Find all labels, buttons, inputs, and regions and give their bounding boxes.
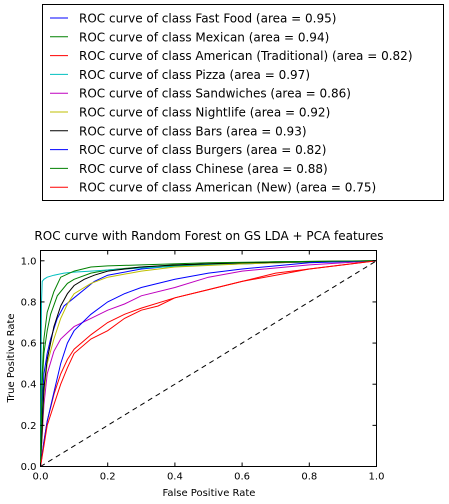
series-layer	[40, 260, 377, 467]
x-tick-label-3: 0.6	[234, 472, 250, 483]
plot-area: 0.0 0.2 0.4 0.6 0.8 1.0 0.0 0.2 0.4 0.6 0.8 1.0	[21, 250, 385, 483]
legend-items: ROC curve of class Fast Food (area = 0.9…	[50, 12, 413, 195]
legend-label-6: ROC curve of class Bars (area = 0.93)	[79, 124, 307, 138]
ticks-layer: 0.0 0.2 0.4 0.6 0.8 1.0 0.0 0.2 0.4 0.6 0.8 1.0	[21, 250, 385, 483]
legend-label-7: ROC curve of class Burgers (area = 0.82)	[79, 143, 326, 157]
legend-label-1: ROC curve of class Mexican (area = 0.94)	[79, 30, 329, 44]
series-line-5	[40, 260, 377, 467]
legend-label-3: ROC curve of class Pizza (area = 0.97)	[79, 68, 310, 82]
series-line-7	[40, 260, 377, 467]
x-tick-label-0: 0.0	[33, 472, 49, 483]
legend-frame	[42, 4, 444, 201]
series-line-8	[40, 260, 377, 467]
y-axis-label: True Positive Rate	[6, 313, 17, 403]
legend-label-9: ROC curve of class American (New) (area …	[79, 181, 376, 195]
chart-title: ROC curve with Random Forest on GS LDA +…	[34, 229, 383, 243]
x-tick-label-5: 1.0	[369, 472, 385, 483]
legend-label-8: ROC curve of class Chinese (area = 0.88)	[79, 162, 328, 176]
series-line-6	[40, 260, 377, 467]
legend: ROC curve of class Fast Food (area = 0.9…	[42, 4, 444, 201]
series-line-4	[40, 260, 377, 467]
x-tick-label-1: 0.2	[100, 472, 116, 483]
y-tick-label-5: 1.0	[21, 256, 37, 267]
series-line-3	[40, 260, 377, 467]
series-line-9	[40, 260, 377, 467]
y-tick-label-4: 0.8	[21, 297, 37, 308]
x-tick-label-2: 0.4	[167, 472, 183, 483]
y-tick-label-1: 0.2	[21, 421, 37, 432]
x-tick-label-4: 0.8	[301, 472, 317, 483]
legend-label-5: ROC curve of class Nightlife (area = 0.9…	[79, 106, 330, 120]
legend-label-0: ROC curve of class Fast Food (area = 0.9…	[79, 12, 336, 26]
plot-frame	[40, 250, 377, 467]
y-tick-label-0: 0.0	[21, 462, 37, 473]
legend-label-2: ROC curve of class American (Traditional…	[79, 49, 413, 63]
chance-line	[40, 260, 377, 467]
y-tick-label-3: 0.6	[21, 339, 37, 350]
legend-label-4: ROC curve of class Sandwiches (area = 0.…	[79, 87, 351, 101]
x-axis-label: False Positive Rate	[163, 488, 256, 499]
y-tick-label-2: 0.4	[21, 380, 37, 391]
